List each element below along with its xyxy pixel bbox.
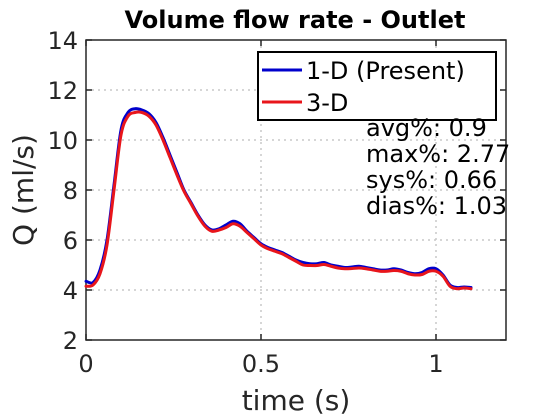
y-tick-label: 2 xyxy=(63,327,78,355)
x-tick-label: 0.5 xyxy=(242,350,280,378)
series-line-3d xyxy=(84,110,473,291)
legend-label-3d: 3-D xyxy=(306,89,348,117)
chart-title: Volume flow rate - Outlet xyxy=(125,6,466,34)
legend-box xyxy=(257,51,497,121)
stat-sys: sys%: 0.66 xyxy=(366,166,497,194)
tick-layer: 2 4 6 8 10 12 14 0 0.5 1 xyxy=(47,27,506,378)
legend-label-1d: 1-D (Present) xyxy=(306,57,465,85)
legend: 1-D (Present) 3-D xyxy=(257,51,497,121)
y-tick-label: 10 xyxy=(47,127,78,155)
stat-avg: avg%: 0.9 xyxy=(366,114,487,142)
stats-annotations: avg%: 0.9 max%: 2.77 sys%: 0.66 dias%: 1… xyxy=(366,114,510,220)
series-layer xyxy=(84,107,473,291)
y-tick-label: 14 xyxy=(47,27,78,55)
y-tick-label: 12 xyxy=(47,77,78,105)
stat-max: max%: 2.77 xyxy=(366,140,510,168)
y-axis-label: Q (ml/s) xyxy=(7,134,40,246)
y-tick-label: 8 xyxy=(63,177,78,205)
y-tick-label: 4 xyxy=(63,277,78,305)
stat-dias: dias%: 1.03 xyxy=(366,192,507,220)
x-tick-label: 1 xyxy=(428,350,443,378)
y-tick-label: 6 xyxy=(63,227,78,255)
x-axis-label: time (s) xyxy=(242,384,351,417)
x-tick-label: 0 xyxy=(78,350,93,378)
